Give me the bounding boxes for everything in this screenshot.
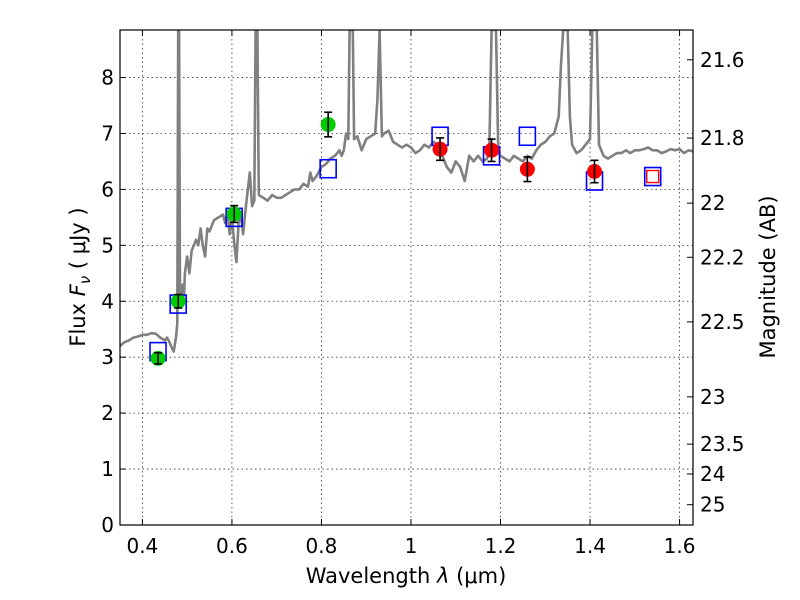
spectrum-line: [120, 30, 693, 353]
y-tick-label: 5: [101, 233, 114, 257]
right-tick-label: 21.6: [700, 48, 745, 72]
x-tick-label: 1: [405, 534, 418, 558]
right-tick-label: 24: [700, 462, 725, 486]
right-tick-label: 23: [700, 385, 725, 409]
x-tick-label: 0.8: [306, 534, 338, 558]
x-tick-label: 1.2: [485, 534, 517, 558]
y-tick-label: 7: [101, 121, 114, 145]
y-tick-label: 4: [101, 289, 114, 313]
axis-ticks: 0.4 0.6 0.8 1 1.2 1.4 1.601234567821.621.82222…: [101, 30, 745, 558]
x-axis-label: Wavelength λ (μm): [306, 564, 507, 588]
open-red-marker: [646, 169, 660, 184]
right-tick-label: 23.5: [700, 432, 745, 456]
right-tick-label: 22.5: [700, 310, 745, 334]
x-tick-label: 0.6: [216, 534, 248, 558]
model-spectrum: [120, 30, 693, 353]
y-tick-label: 6: [101, 177, 114, 201]
x-tick-label: 0.4: [126, 534, 158, 558]
right-tick-label: 22.2: [700, 245, 745, 269]
model-photometry-square: [518, 126, 537, 147]
plot-frame: [119, 29, 694, 526]
model-photometry-square: [643, 166, 662, 187]
y-tick-label: 1: [101, 457, 114, 481]
model-photometry-square: [319, 158, 337, 179]
y-tick-label: 0: [101, 513, 114, 537]
y-tick-label: 3: [101, 345, 114, 369]
right-tick-label: 22: [700, 191, 725, 215]
right-tick-label: 21.8: [700, 126, 745, 150]
right-axis-label: Magnitude (AB): [756, 195, 780, 358]
y-axis-label: Flux Fν ( μJy ): [66, 207, 94, 346]
y-tick-label: 2: [101, 401, 114, 425]
data-markers: [149, 111, 662, 366]
right-tick-label: 25: [700, 493, 725, 517]
grid-lines: [120, 30, 693, 526]
x-tick-label: 1.6: [664, 534, 696, 558]
y-tick-label: 8: [101, 66, 114, 90]
x-tick-label: 1.4: [574, 534, 606, 558]
